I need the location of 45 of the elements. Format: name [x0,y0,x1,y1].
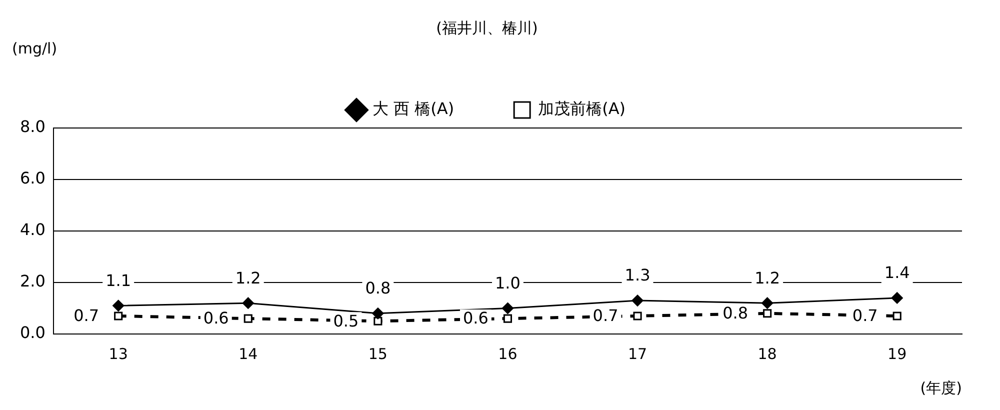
point [114,312,123,320]
x-axis-title: (年度) [920,378,962,397]
point [242,297,254,309]
x-tick-label: 13 [108,344,128,363]
point [374,316,382,326]
point [762,297,774,309]
data-label: 0.7 [592,306,618,326]
chart-title: (福井川、椿川) [436,18,538,37]
point [891,292,903,304]
data-label: 0.6 [462,308,488,328]
data-label: 1.4 [884,263,910,282]
data-label: 1.3 [624,266,650,285]
y-tick-label: 0.0 [20,323,46,342]
data-label: 1.1 [106,270,132,290]
y-tick-label: 4.0 [20,220,46,240]
x-tick-label: 14 [238,344,258,363]
data-label: 0.5 [333,311,359,330]
point [372,308,384,320]
y-tick-label: 6.0 [20,168,46,188]
point [503,314,512,323]
point [763,309,772,318]
y-tick-label: 2.0 [20,272,46,291]
y-axis-title: (mg/l) [12,39,58,58]
data-label: 0.6 [203,308,229,328]
data-label: 0.7 [852,306,878,326]
x-tick-label: 19 [888,344,907,363]
point [112,300,124,312]
legend-label: 加茂前橋(A) [538,99,626,118]
legend-label: 大 西 橋(A) [372,99,454,118]
x-tick-label: 18 [758,344,777,363]
x-tick-label: 17 [628,344,648,363]
data-label: 1.0 [494,273,520,292]
x-tick-label: 16 [498,344,518,363]
data-label: 0.8 [365,278,391,298]
point [633,312,642,320]
data-label: 0.7 [74,306,100,326]
x-tick-label: 15 [368,344,388,363]
point [244,314,252,323]
point [502,302,514,314]
point [892,312,902,320]
point [632,294,644,306]
data-label: 1.2 [235,268,261,288]
y-tick-label: 8.0 [20,117,46,136]
data-label: 1.2 [754,268,780,288]
data-label: 0.8 [722,304,748,323]
